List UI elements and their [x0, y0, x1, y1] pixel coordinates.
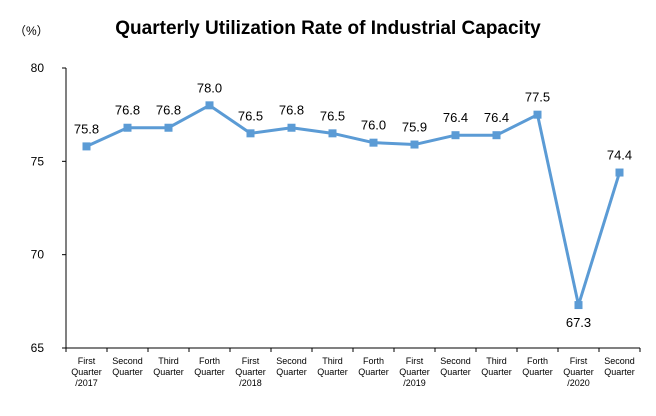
data-point: [328, 129, 337, 138]
data-point: [410, 140, 419, 149]
data-point: [369, 138, 378, 147]
data-labels: 75.8 76.8 76.8 78.0 76.5 76.8 76.5 76.0 75.9 76.4…: [74, 80, 632, 330]
x-tick-label: Third Quarter: [317, 356, 348, 377]
data-label: 77.5: [525, 90, 550, 105]
x-tick-label: First Quarter/2018: [235, 356, 266, 388]
x-tick-label: First Quarter/2019: [399, 356, 430, 388]
x-tick-label: Third Quarter: [481, 356, 512, 377]
y-axis-unit: （%）: [14, 24, 49, 38]
data-point: [533, 110, 542, 119]
data-label: 76.5: [320, 108, 345, 123]
y-tick-label: 65: [31, 341, 45, 355]
x-tick-label: First Quarter/2017: [71, 356, 102, 388]
data-label: 75.8: [74, 121, 99, 136]
y-tick-label: 80: [31, 61, 45, 75]
data-point: [492, 131, 501, 140]
x-tick-label: Forth Quarter: [522, 356, 553, 377]
x-tick-label: Forth Quarter: [194, 356, 225, 377]
data-point: [164, 123, 173, 132]
data-label: 74.4: [607, 148, 632, 163]
data-label: 76.5: [238, 108, 263, 123]
data-point: [246, 129, 255, 138]
x-tick-label: Second Quarter: [604, 356, 635, 377]
data-label: 76.8: [279, 103, 304, 118]
data-label: 76.4: [443, 110, 468, 125]
data-point-markers: [82, 101, 624, 310]
data-point: [287, 123, 296, 132]
x-tick-label: First Quarter/2020: [563, 356, 594, 388]
x-tick-label: Third Quarter: [153, 356, 184, 377]
data-point: [205, 101, 214, 110]
data-point: [451, 131, 460, 140]
data-point: [82, 142, 91, 151]
y-tick-label: 75: [31, 154, 45, 168]
x-tick-label: Second Quarter: [276, 356, 307, 377]
x-tick-label: Second Quarter: [440, 356, 471, 377]
y-tick-label: 70: [31, 248, 45, 262]
y-tick-labels: 65 70 75 80: [31, 61, 45, 355]
data-label: 75.9: [402, 120, 427, 135]
data-label: 76.4: [484, 110, 509, 125]
data-point: [615, 168, 624, 177]
data-point: [123, 123, 132, 132]
x-tick-label: Forth Quarter: [358, 356, 389, 377]
data-label: 78.0: [197, 80, 222, 95]
data-label: 76.8: [115, 103, 140, 118]
x-tick-label: Second Quarter: [112, 356, 143, 377]
series-line-group: [85, 103, 621, 307]
data-label: 76.0: [361, 118, 386, 133]
series-line: [85, 103, 621, 307]
x-tick-labels: First Quarter/2017 Second Quarter Third Quart…: [71, 356, 635, 388]
data-label: 67.3: [566, 315, 591, 330]
axes: [62, 67, 641, 352]
chart-title: Quarterly Utilization Rate of Industrial…: [115, 18, 541, 39]
data-label: 76.8: [156, 103, 181, 118]
data-point: [574, 301, 583, 310]
